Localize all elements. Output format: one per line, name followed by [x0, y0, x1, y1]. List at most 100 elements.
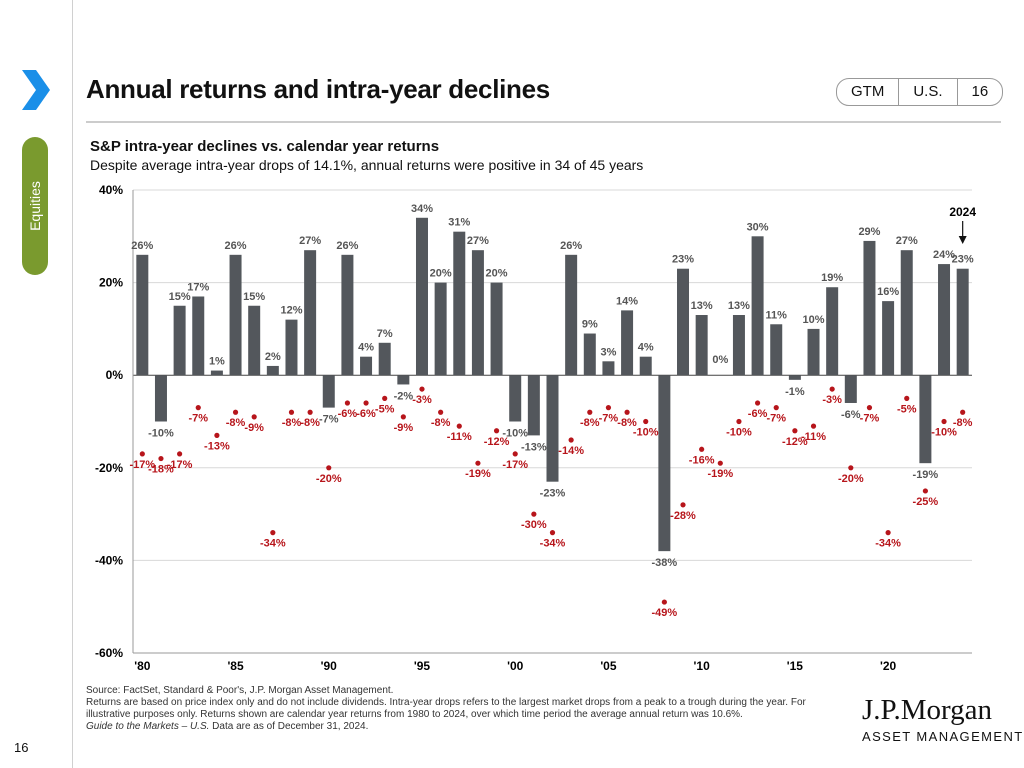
decline-point: [344, 400, 351, 406]
footnote-guide: Guide to the Markets – U.S.: [86, 721, 210, 732]
decline-point: [717, 460, 723, 466]
decline-point: [829, 386, 835, 392]
return-bar: [397, 375, 410, 385]
decline-label: -11%: [801, 431, 826, 443]
decline-point: [363, 400, 369, 406]
return-bar: [956, 268, 969, 376]
return-label: 13%: [691, 300, 713, 312]
return-label: 34%: [411, 203, 433, 215]
decline-label: -49%: [652, 607, 678, 619]
section-tab[interactable]: Equities: [22, 137, 48, 275]
return-bar: [266, 365, 279, 376]
decline-label: -8%: [953, 417, 973, 429]
chart-title: S&P intra-year declines vs. calendar yea…: [90, 138, 440, 155]
decline-point: [661, 599, 667, 605]
decline-label: -10%: [931, 427, 957, 439]
return-bar: [621, 310, 634, 376]
return-label: 29%: [858, 226, 880, 238]
decline-point: [195, 405, 201, 411]
return-bar: [882, 301, 895, 376]
decline-point: [549, 530, 556, 536]
decline-label: -7%: [188, 413, 208, 425]
decline-label: -25%: [913, 496, 939, 508]
return-bar: [341, 254, 354, 376]
decline-label: -3%: [412, 394, 432, 406]
return-bar: [210, 370, 223, 376]
decline-point: [493, 428, 500, 434]
decline-label: -8%: [580, 417, 600, 429]
decline-label: -34%: [540, 538, 566, 550]
x-tick-label: '95: [414, 659, 431, 673]
decline-label: -8%: [431, 417, 451, 429]
decline-label: -19%: [465, 468, 491, 480]
y-tick-label: -20%: [95, 461, 123, 475]
return-label: -2%: [394, 390, 414, 402]
logo-name: J.P.Morgan: [862, 694, 992, 726]
decline-point: [419, 386, 425, 392]
return-label: -10%: [502, 428, 528, 440]
return-bar: [154, 375, 167, 422]
return-bar: [677, 268, 690, 376]
return-label: 26%: [225, 240, 247, 252]
title-divider: [86, 121, 1001, 123]
decline-point: [307, 409, 313, 415]
gtm-badge: GTM U.S. 16: [836, 78, 1004, 106]
return-bar: [490, 282, 503, 376]
decline-point: [512, 451, 518, 457]
chevron-right-icon: [22, 70, 50, 110]
footnote-notes: Returns are based on price index only an…: [86, 697, 806, 720]
page-title: Annual returns and intra-year declines: [86, 74, 550, 104]
x-tick-label: '10: [694, 659, 711, 673]
y-tick-label: 0%: [106, 368, 124, 382]
x-tick-label: '90: [321, 659, 338, 673]
x-tick-label: '05: [600, 659, 617, 673]
decline-point: [885, 530, 891, 536]
decline-point: [456, 423, 462, 429]
decline-point: [810, 423, 817, 429]
decline-label: -7%: [599, 413, 619, 425]
decline-label: -7%: [860, 413, 880, 425]
y-tick-label: 20%: [99, 276, 123, 290]
return-bar: [248, 305, 261, 376]
return-label: 26%: [131, 240, 153, 252]
decline-point: [587, 409, 593, 415]
return-label: 23%: [672, 254, 694, 266]
return-label: 4%: [358, 342, 374, 354]
return-bar: [863, 240, 876, 376]
return-label: 30%: [747, 221, 769, 233]
return-bar: [565, 254, 578, 376]
page-number: 16: [14, 740, 29, 755]
return-label: 15%: [243, 291, 265, 303]
return-label: 20%: [430, 268, 452, 280]
decline-label: -10%: [726, 427, 752, 439]
x-tick-label: '85: [227, 659, 244, 673]
decline-label: -12%: [782, 436, 808, 448]
annotation-2024: 2024: [949, 205, 976, 219]
return-label: 17%: [187, 281, 209, 293]
return-label: 23%: [952, 254, 974, 266]
decline-point: [139, 451, 145, 457]
return-bar: [192, 296, 205, 376]
decline-point: [251, 414, 257, 420]
return-bar: [583, 333, 596, 376]
return-label: 7%: [377, 328, 393, 340]
decline-point: [792, 428, 798, 434]
return-bar: [844, 375, 857, 403]
decline-label: -5%: [897, 403, 917, 415]
decline-label: -14%: [558, 445, 584, 457]
jpmorgan-logo: J.P.Morgan ASSET MANAGEMENT: [862, 694, 1024, 744]
decline-label: -6%: [338, 408, 358, 420]
decline-label: -20%: [316, 473, 342, 485]
return-label: 4%: [638, 342, 654, 354]
return-label: 1%: [209, 356, 225, 368]
decline-label: -12%: [484, 436, 510, 448]
decline-label: -5%: [375, 403, 395, 415]
x-tick-label: '15: [787, 659, 804, 673]
decline-point: [773, 405, 779, 411]
return-bar: [136, 254, 149, 376]
return-bar: [285, 319, 298, 376]
return-bar: [826, 287, 839, 376]
return-bar: [471, 250, 484, 376]
decline-point: [270, 530, 276, 536]
